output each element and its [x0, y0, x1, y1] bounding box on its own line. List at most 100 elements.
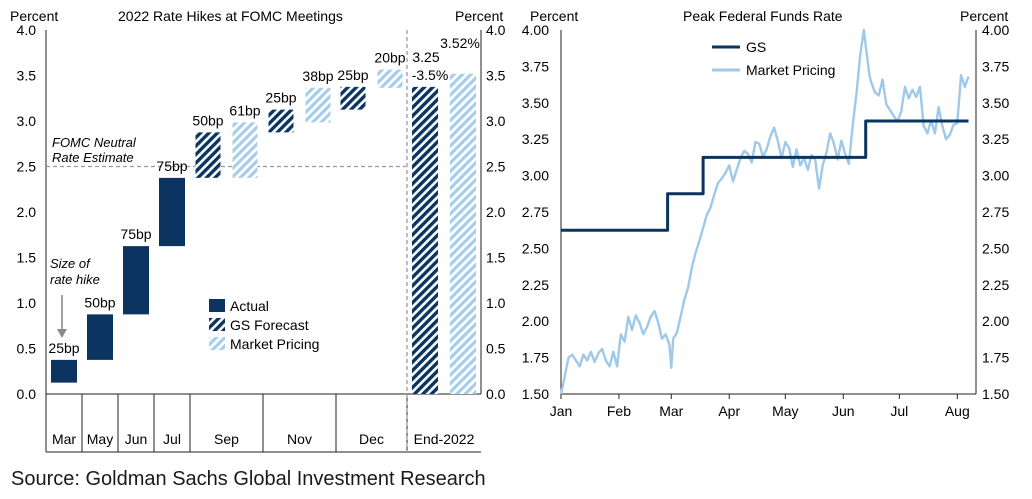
left-ytick-label: 4.0: [17, 22, 37, 38]
right-chart-ytick-left: 3.50: [522, 95, 549, 111]
legend-label-market-pricing: Market Pricing: [230, 336, 319, 352]
left-ytick-label: 1.0: [17, 295, 37, 311]
right-chart-ticks: 1.50 1.50 1.75 1.75 2.00 2.00 2.25 2.25 2.50 2.50…: [522, 22, 1010, 419]
left-ytick-label: 1.5: [17, 250, 37, 266]
hike-label: 50bp: [192, 112, 223, 128]
right-chart-ytick-left: 3.75: [522, 58, 549, 74]
category-dividers: [81, 394, 408, 452]
end-gs-label-line2: -3.5%: [412, 67, 449, 83]
right-chart-ytick-right: 1.50: [982, 386, 1009, 402]
rate-hikes-chart: Percent 2022 Rate Hikes at FOMC Meetings…: [10, 8, 506, 453]
right-chart-xtick-label: Aug: [945, 403, 970, 419]
neutral-label-line2: Rate Estimate: [52, 150, 134, 165]
legend-swatch-market-pricing: [209, 337, 225, 350]
end-2022-bar: [450, 73, 476, 395]
left-legend: Actual GS Forecast Market Pricing: [209, 298, 319, 352]
right-chart-ytick-right: 2.00: [982, 313, 1009, 329]
neutral-label-line1: FOMC Neutral: [52, 135, 137, 150]
right-chart-ytick-right: 2.75: [982, 204, 1009, 220]
end-2022-bar: [412, 86, 438, 394]
hike-bar: [123, 246, 149, 315]
right-ytick-label: 0.5: [486, 341, 506, 357]
source-note: Source: Goldman Sachs Global Investment …: [11, 468, 486, 490]
right-chart-ytick-right: 2.25: [982, 277, 1009, 293]
right-chart-ytick-left: 2.75: [522, 204, 549, 220]
gs-peak-rate-line: [561, 119, 969, 232]
right-chart-ytick-left: 1.50: [522, 386, 549, 402]
right-ytick-label: 2.0: [486, 204, 506, 220]
right-chart-xtick-label: Feb: [607, 403, 631, 419]
right-ytick-label: 0.0: [486, 386, 506, 402]
hike-label: 75bp: [120, 226, 151, 242]
right-chart-ytick-left: 1.75: [522, 350, 549, 366]
right-chart-ytick-left: 2.00: [522, 313, 549, 329]
legend-label-gs-forecast: GS Forecast: [230, 317, 309, 333]
right-chart-ytick-left: 4.00: [522, 22, 549, 38]
right-chart-ytick-left: 3.25: [522, 131, 549, 147]
right-chart-ytick-right: 3.00: [982, 168, 1009, 184]
left-ytick-label: 0.5: [17, 341, 37, 357]
right-chart-series: [559, 28, 970, 395]
left-ytick-label: 3.5: [17, 68, 37, 84]
legend-swatch-gs-forecast: [209, 318, 225, 331]
right-legend: GS Market Pricing: [712, 39, 835, 78]
category-label: End-2022: [414, 431, 475, 447]
category-label: Sep: [214, 431, 239, 447]
hike-bar: [268, 109, 294, 133]
hike-label: 25bp: [337, 67, 368, 83]
legend-label-actual: Actual: [230, 298, 269, 314]
right-chart-xtick-label: Apr: [718, 403, 740, 419]
hike-label: 75bp: [156, 158, 187, 174]
right-ytick-label: 2.5: [486, 159, 506, 175]
right-chart-ytick-left: 2.50: [522, 240, 549, 256]
hike-bar: [195, 132, 221, 178]
hike-label: 20bp: [374, 50, 405, 66]
right-ytick-label: 3.5: [486, 68, 506, 84]
hike-bar: [232, 122, 258, 178]
left-y-ticks: 0.0 0.0 0.5 0.5 1.0 1.0 1.5 1.5 2.0 2.0 2.5 2.5 3.0 3…: [17, 22, 506, 402]
right-chart-ytick-right: 3.50: [982, 95, 1009, 111]
category-label: Nov: [287, 431, 312, 447]
right-ytick-label: 1.0: [486, 295, 506, 311]
hike-label: 61bp: [229, 102, 260, 118]
hike-bar: [340, 86, 366, 110]
hike-bar: [51, 359, 77, 383]
right-ytick-label: 1.5: [486, 250, 506, 266]
hike-label: 25bp: [48, 340, 79, 356]
right-chart-xtick-label: May: [772, 403, 798, 419]
hike-bar: [159, 177, 185, 247]
right-chart-ytick-right: 1.75: [982, 350, 1009, 366]
end-market-label: 3.52%: [440, 35, 480, 51]
hike-label: 50bp: [84, 294, 115, 310]
right-chart-xtick-label: Jul: [890, 403, 908, 419]
right-chart-xtick-label: Jun: [832, 403, 855, 419]
hike-bar: [305, 87, 331, 123]
left-ytick-label: 0.0: [17, 386, 37, 402]
right-chart-ytick-right: 3.25: [982, 131, 1009, 147]
hike-bar: [87, 314, 113, 360]
market-pricing-line: [559, 28, 970, 395]
size-note-arrowhead: [57, 329, 67, 338]
hike-label: 38bp: [302, 68, 333, 84]
category-label: Mar: [52, 431, 76, 447]
left-ylabel-right: Percent: [455, 8, 503, 24]
category-label: Jun: [125, 431, 148, 447]
right-ylabel-right: Percent: [960, 8, 1008, 24]
left-ytick-label: 2.5: [17, 159, 37, 175]
right-ytick-label: 3.0: [486, 113, 506, 129]
right-chart-ytick-left: 2.25: [522, 277, 549, 293]
hike-label: 25bp: [265, 90, 296, 106]
right-ytick-label: 4.0: [486, 22, 506, 38]
category-label: Jul: [163, 431, 181, 447]
right-chart-title: Peak Federal Funds Rate: [683, 8, 843, 24]
size-note-line1: Size of: [50, 256, 91, 271]
left-ytick-label: 2.0: [17, 204, 37, 220]
right-chart-ytick-right: 4.00: [982, 22, 1009, 38]
left-chart-title: 2022 Rate Hikes at FOMC Meetings: [118, 8, 343, 24]
category-labels: Mar May Jun Jul Sep Nov Dec End-2022: [52, 431, 475, 447]
right-chart-xtick-label: Jan: [550, 403, 573, 419]
right-chart-xtick-label: Mar: [659, 403, 683, 419]
right-ylabel-left: Percent: [530, 8, 578, 24]
